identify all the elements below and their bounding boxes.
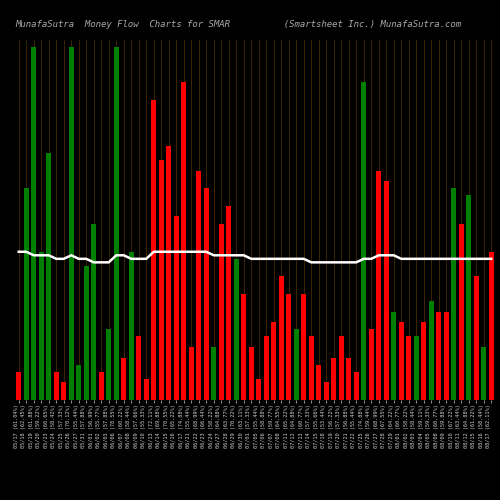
Bar (98, 372, 104, 400)
Bar (151, 100, 156, 400)
Bar (234, 259, 239, 400)
Bar (114, 47, 119, 400)
Bar (181, 82, 186, 400)
Bar (398, 322, 404, 400)
Bar (428, 301, 434, 400)
Bar (188, 347, 194, 400)
Bar (338, 336, 344, 400)
Bar (218, 224, 224, 400)
Bar (241, 294, 246, 400)
Bar (346, 358, 352, 400)
Bar (421, 322, 426, 400)
Bar (106, 330, 112, 400)
Bar (76, 364, 82, 400)
Bar (121, 358, 126, 400)
Bar (31, 47, 36, 400)
Bar (354, 372, 359, 400)
Bar (226, 206, 232, 400)
Bar (324, 382, 329, 400)
Bar (451, 188, 456, 400)
Bar (376, 170, 382, 400)
Bar (301, 294, 306, 400)
Bar (458, 224, 464, 400)
Bar (68, 47, 74, 400)
Bar (331, 358, 336, 400)
Bar (61, 382, 66, 400)
Bar (46, 153, 52, 400)
Bar (286, 294, 292, 400)
Bar (414, 336, 419, 400)
Bar (136, 336, 141, 400)
Bar (271, 322, 276, 400)
Bar (474, 276, 479, 400)
Bar (361, 82, 366, 400)
Bar (24, 188, 29, 400)
Bar (91, 224, 96, 400)
Bar (38, 252, 44, 400)
Bar (204, 188, 209, 400)
Bar (481, 347, 486, 400)
Bar (391, 312, 396, 400)
Bar (406, 336, 411, 400)
Bar (466, 196, 471, 400)
Bar (174, 216, 179, 400)
Bar (248, 347, 254, 400)
Bar (256, 379, 262, 400)
Bar (444, 312, 449, 400)
Bar (54, 372, 59, 400)
Bar (196, 170, 202, 400)
Bar (488, 252, 494, 400)
Bar (166, 146, 172, 400)
Bar (158, 160, 164, 400)
Bar (128, 252, 134, 400)
Bar (436, 312, 442, 400)
Bar (316, 364, 322, 400)
Text: MunafaSutra  Money Flow  Charts for SMAR          (Smartsheet Inc.) MunafaSutra.: MunafaSutra Money Flow Charts for SMAR (… (15, 20, 461, 29)
Bar (278, 276, 284, 400)
Bar (294, 330, 299, 400)
Bar (264, 336, 269, 400)
Bar (211, 347, 216, 400)
Bar (16, 372, 22, 400)
Bar (368, 330, 374, 400)
Bar (384, 181, 389, 400)
Bar (84, 266, 89, 400)
Bar (144, 379, 149, 400)
Bar (308, 336, 314, 400)
